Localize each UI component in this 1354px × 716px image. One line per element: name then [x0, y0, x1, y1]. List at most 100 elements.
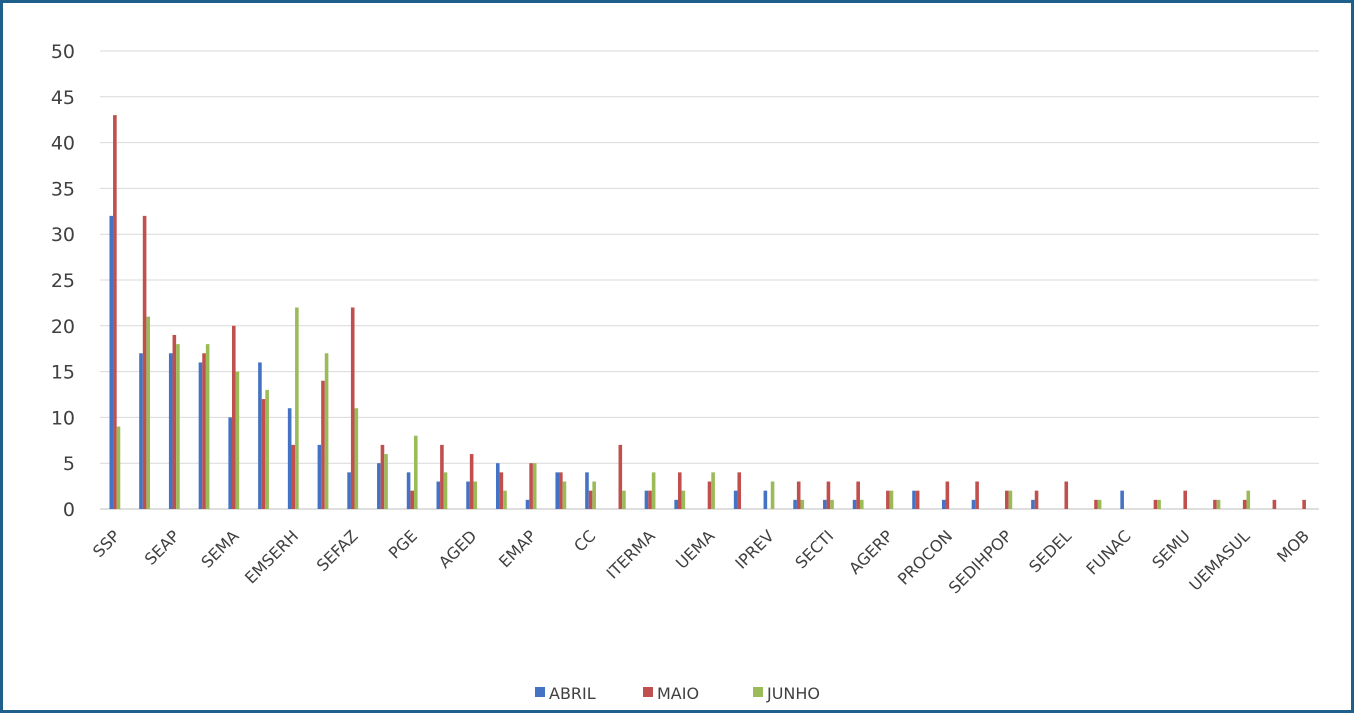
bar-maio: [737, 472, 742, 509]
bar-maio: [350, 307, 355, 509]
bar-maio: [1005, 490, 1009, 509]
bar-maio: [945, 481, 950, 509]
bar-maio: [1094, 499, 1098, 509]
bar-junho: [532, 463, 537, 509]
bar-abril: [109, 215, 114, 509]
x-category-label: PGE: [385, 526, 421, 562]
x-category-label: IPREV: [731, 526, 777, 572]
bar-junho: [592, 481, 596, 509]
bar-junho: [1008, 490, 1013, 509]
y-tick-label: 50: [51, 41, 75, 63]
legend-label-abril: ABRIL: [549, 684, 596, 703]
bar-maio: [142, 215, 147, 509]
bar-abril: [971, 499, 976, 509]
bar-maio: [1153, 499, 1158, 509]
x-category-label: AGERP: [845, 526, 897, 578]
bar-junho: [295, 307, 299, 509]
bar-junho: [176, 344, 180, 509]
x-category-label: EMSERH: [241, 526, 302, 587]
bar-maio: [618, 444, 623, 509]
bar-maio: [1034, 490, 1039, 509]
bar-maio: [1064, 481, 1069, 509]
legend-swatch-junho: [753, 687, 763, 697]
bar-junho: [413, 435, 418, 509]
x-category-label: SEAP: [141, 526, 184, 569]
bar-junho: [1097, 499, 1102, 509]
bar-abril: [525, 499, 530, 509]
x-category-label: CC: [570, 526, 599, 555]
bar-junho: [889, 490, 894, 509]
bar-abril: [793, 499, 797, 509]
y-tick-label: 35: [51, 178, 75, 200]
bar-maio: [172, 334, 177, 509]
bar-maio: [975, 481, 979, 509]
bar-maio: [291, 444, 296, 509]
y-tick-label: 45: [51, 87, 75, 109]
legend-swatch-maio: [643, 687, 653, 697]
bar-abril: [585, 472, 589, 509]
bar-junho: [1216, 499, 1221, 509]
y-tick-label: 40: [51, 133, 75, 155]
bar-maio: [796, 481, 801, 509]
x-category-label: SEFAZ: [313, 526, 362, 575]
bar-maio: [380, 444, 385, 509]
bar-junho: [651, 472, 656, 509]
x-category-label: MOB: [1273, 526, 1313, 566]
bar-abril: [436, 481, 441, 509]
bar-abril: [912, 490, 916, 509]
bar-abril: [1031, 499, 1035, 509]
y-tick-label: 25: [51, 270, 75, 292]
bar-maio: [915, 490, 920, 509]
bar-abril: [823, 499, 827, 509]
legend-label-maio: MAIO: [657, 684, 699, 703]
bar-maio: [529, 463, 533, 509]
bar-maio: [202, 353, 206, 509]
bar-maio: [826, 481, 831, 509]
bar-junho: [1246, 490, 1251, 509]
bar-junho: [384, 454, 388, 509]
bar-abril: [733, 490, 738, 509]
bar-abril: [228, 417, 232, 509]
bar-maio: [261, 399, 266, 509]
y-tick-label: 20: [51, 316, 75, 338]
y-tick-label: 0: [63, 499, 75, 521]
bar-junho: [473, 481, 478, 509]
bar-junho: [1157, 499, 1161, 509]
bar-maio: [559, 472, 563, 509]
bar-junho: [711, 472, 715, 509]
y-tick-label: 5: [63, 453, 75, 475]
bar-abril: [495, 463, 500, 509]
bar-maio: [677, 472, 682, 509]
bar-maio: [1302, 499, 1306, 509]
x-category-label: SSP: [89, 526, 124, 561]
bar-junho: [205, 344, 210, 509]
bar-maio: [113, 115, 117, 510]
bar-abril: [287, 408, 292, 509]
bar-abril: [406, 472, 411, 509]
bar-maio: [321, 380, 325, 509]
bar-abril: [258, 362, 262, 509]
bar-junho: [859, 499, 864, 509]
bar-abril: [555, 472, 560, 509]
bar-abril: [763, 490, 768, 509]
bar-maio: [648, 490, 652, 509]
bar-abril: [168, 353, 173, 509]
bar-junho: [681, 490, 686, 509]
x-category-label: SEMU: [1148, 526, 1194, 572]
bar-abril: [1120, 490, 1124, 509]
bar-abril: [347, 472, 351, 509]
bar-abril: [941, 499, 946, 509]
bar-junho: [116, 426, 121, 509]
bar-abril: [317, 444, 322, 509]
x-category-label: AGED: [435, 526, 481, 572]
bar-abril: [198, 362, 203, 509]
bar-junho: [562, 481, 567, 509]
bar-maio: [856, 481, 860, 509]
y-tick-label: 10: [51, 407, 75, 429]
gridlines: [100, 50, 1319, 510]
bar-junho: [770, 481, 775, 509]
bar-maio: [231, 325, 236, 509]
bar-abril: [466, 481, 470, 509]
